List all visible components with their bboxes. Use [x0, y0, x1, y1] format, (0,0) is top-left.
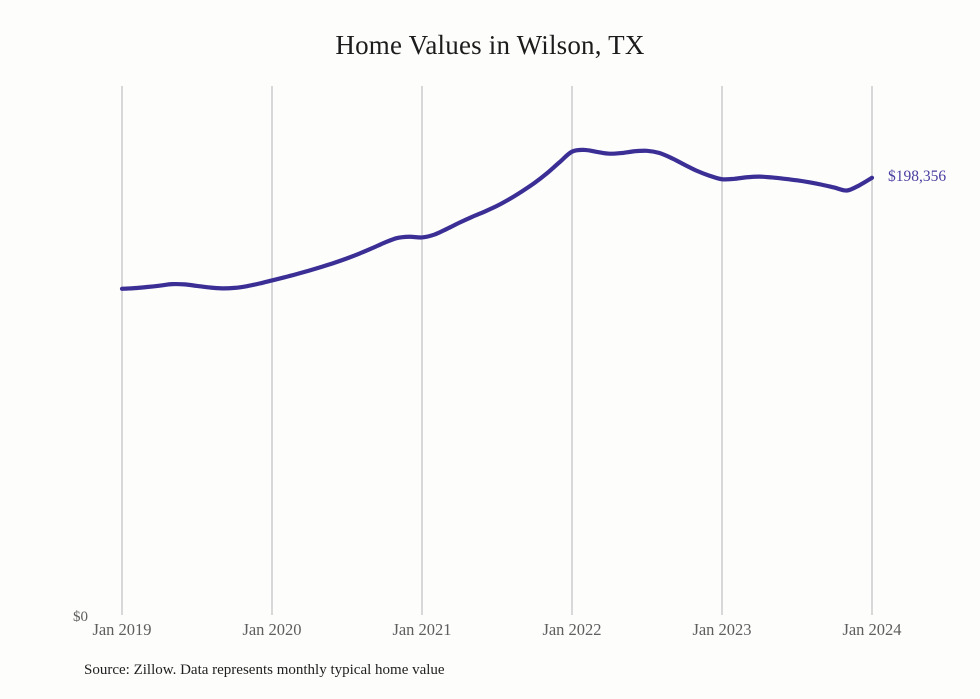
x-tick-label-jan-2020: Jan 2020	[242, 620, 302, 639]
source-note: Source: Zillow. Data represents monthly …	[84, 662, 445, 678]
end-value-annotation: $198,356	[888, 167, 947, 185]
x-tick-label-jan-2019: Jan 2019	[92, 620, 152, 639]
x-tick-label-jan-2023: Jan 2023	[692, 620, 752, 639]
value-line-path	[119, 147, 875, 291]
x-tick-label-jan-2024: Jan 2024	[842, 620, 902, 639]
y-axis-zero-label: $0	[73, 609, 88, 625]
x-tick-label-jan-2021: Jan 2021	[392, 620, 452, 639]
x-tick-label-jan-2022: Jan 2022	[542, 620, 602, 639]
chart-title: Home Values in Wilson, TX	[335, 30, 645, 60]
gridlines	[121, 86, 873, 615]
